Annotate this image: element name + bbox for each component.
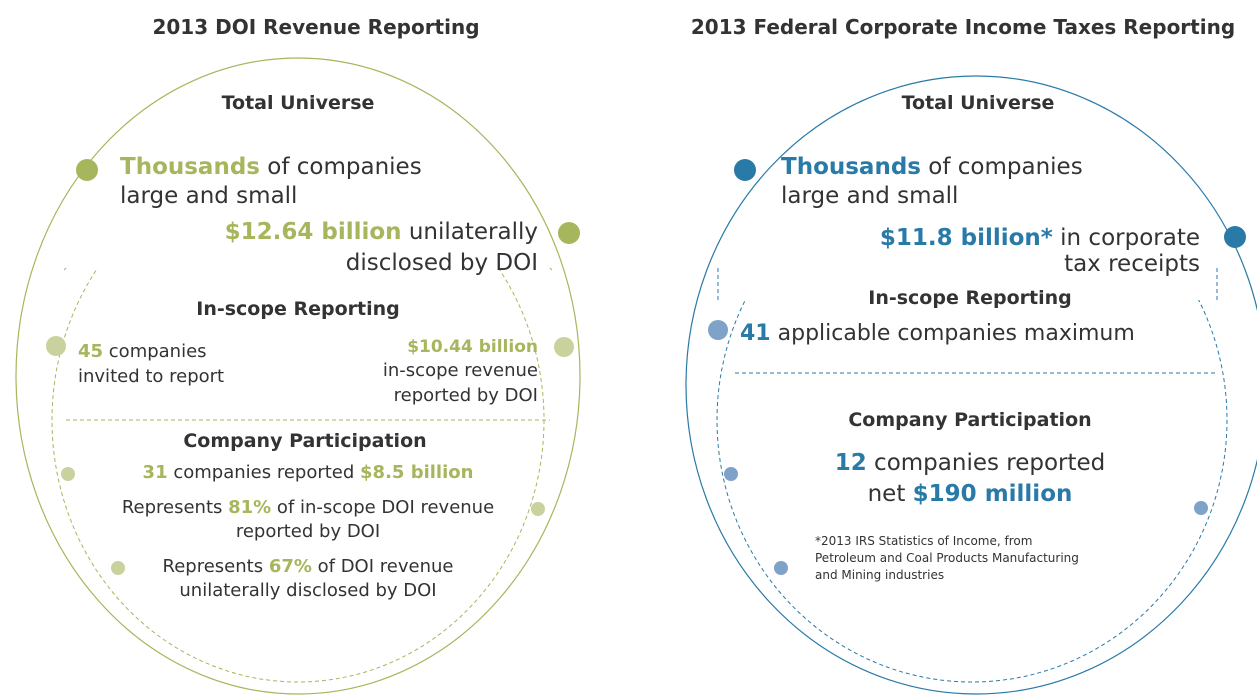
- highlight-text: 31: [143, 462, 168, 483]
- inner-arc: [63, 267, 553, 271]
- text-line: Company Participation: [848, 409, 1091, 431]
- text-line: In-scope Reporting: [196, 298, 399, 320]
- text: companies reported: [867, 450, 1106, 476]
- bullet-dot: [724, 467, 738, 481]
- text-line: 41 applicable companies maximum: [740, 321, 1135, 346]
- text: Represents: [163, 556, 269, 577]
- text-line: tax receipts: [1064, 251, 1200, 277]
- heading-text: In-scope Reporting: [868, 287, 1071, 309]
- highlight-text: Thousands: [120, 154, 260, 180]
- text: disclosed by DOI: [346, 250, 538, 276]
- text: tax receipts: [1064, 251, 1200, 277]
- text: reported by DOI: [394, 385, 538, 406]
- text: large and small: [781, 183, 958, 209]
- text-line: Represents 67% of DOI revenue: [163, 556, 454, 577]
- note-text: Petroleum and Coal Products Manufacturin…: [815, 551, 1079, 565]
- bullet-dot: [1194, 501, 1208, 515]
- text-line: 2013 DOI Revenue Reporting: [152, 15, 479, 39]
- bullet-dot: [774, 561, 788, 575]
- text: companies: [103, 341, 206, 362]
- highlight-text: $190 million: [913, 481, 1073, 507]
- text-line: $12.64 billion unilaterally: [225, 219, 538, 245]
- text: companies reported: [168, 462, 360, 483]
- heading-text: 2013 DOI Revenue Reporting: [152, 15, 479, 39]
- text-line: *2013 IRS Statistics of Income, from: [815, 534, 1032, 548]
- highlight-text: Thousands: [781, 154, 921, 180]
- text: reported by DOI: [236, 521, 380, 542]
- text-line: Petroleum and Coal Products Manufacturin…: [815, 551, 1079, 565]
- text-line: invited to report: [78, 366, 224, 387]
- text-line: in-scope revenue: [383, 360, 538, 381]
- highlight-text: 81%: [228, 497, 271, 518]
- text: large and small: [120, 183, 297, 209]
- text-line: net $190 million: [868, 481, 1073, 507]
- text: unilaterally disclosed by DOI: [179, 580, 436, 601]
- text: unilaterally: [402, 219, 538, 245]
- text: Represents: [122, 497, 228, 518]
- text: invited to report: [78, 366, 224, 387]
- heading-text: Total Universe: [902, 92, 1055, 114]
- text-line: Total Universe: [222, 92, 375, 114]
- bullet-dot: [734, 159, 756, 181]
- highlight-text: 12: [835, 450, 867, 476]
- text: of in-scope DOI revenue: [271, 497, 494, 518]
- text-line: In-scope Reporting: [868, 287, 1071, 309]
- heading-text: Total Universe: [222, 92, 375, 114]
- outer-circle: [685, 75, 1257, 695]
- text: in corporate: [1053, 225, 1200, 251]
- text-line: large and small: [781, 183, 958, 209]
- text: applicable companies maximum: [771, 321, 1135, 346]
- text-line: 31 companies reported $8.5 billion: [143, 462, 474, 483]
- text: net: [868, 481, 913, 507]
- heading-text: Company Participation: [183, 430, 426, 452]
- text-line: Represents 81% of in-scope DOI revenue: [122, 497, 494, 518]
- heading-text: 2013 Federal Corporate Income Taxes Repo…: [691, 15, 1235, 39]
- text-line: unilaterally disclosed by DOI: [179, 580, 436, 601]
- bullet-dot: [61, 467, 75, 481]
- bullet-dot: [708, 320, 728, 340]
- text-line: large and small: [120, 183, 297, 209]
- highlight-text: $11.8 billion*: [880, 225, 1053, 251]
- bullet-dot: [554, 337, 574, 357]
- text-line: $10.44 billion: [407, 337, 538, 357]
- text-line: reported by DOI: [394, 385, 538, 406]
- text: in-scope revenue: [383, 360, 538, 381]
- bullet-dot: [531, 502, 545, 516]
- text: of companies: [260, 154, 422, 180]
- highlight-text: 67%: [269, 556, 312, 577]
- text-line: reported by DOI: [236, 521, 380, 542]
- outer-circle: [15, 57, 581, 695]
- note-text: *2013 IRS Statistics of Income, from: [815, 534, 1032, 548]
- text-line: and Mining industries: [815, 568, 944, 582]
- text-line: Total Universe: [902, 92, 1055, 114]
- bullet-dot: [111, 561, 125, 575]
- text-line: $11.8 billion* in corporate: [880, 225, 1200, 251]
- bullet-dot: [76, 159, 98, 181]
- bullet-dot: [46, 336, 66, 356]
- text-line: 12 companies reported: [835, 450, 1106, 476]
- text: of companies: [921, 154, 1083, 180]
- inner-circle: [716, 300, 1228, 683]
- bullet-dot: [1224, 226, 1246, 248]
- highlight-text: 41: [740, 321, 771, 346]
- highlight-text: $8.5 billion: [360, 462, 473, 483]
- inner-arc: [717, 268, 1218, 300]
- highlight-text: 45: [78, 341, 103, 362]
- text: of DOI revenue: [312, 556, 454, 577]
- text-line: 45 companies: [78, 341, 207, 362]
- text-line: disclosed by DOI: [346, 250, 538, 276]
- note-text: and Mining industries: [815, 568, 944, 582]
- heading-text: Company Participation: [848, 409, 1091, 431]
- text-line: Thousands of companies: [781, 154, 1083, 180]
- bullet-dot: [558, 222, 580, 244]
- text-line: 2013 Federal Corporate Income Taxes Repo…: [691, 15, 1235, 39]
- text-line: Company Participation: [183, 430, 426, 452]
- highlight-text: $12.64 billion: [225, 219, 402, 245]
- heading-text: In-scope Reporting: [196, 298, 399, 320]
- text-line: Thousands of companies: [120, 154, 422, 180]
- highlight-text: $10.44 billion: [407, 337, 538, 357]
